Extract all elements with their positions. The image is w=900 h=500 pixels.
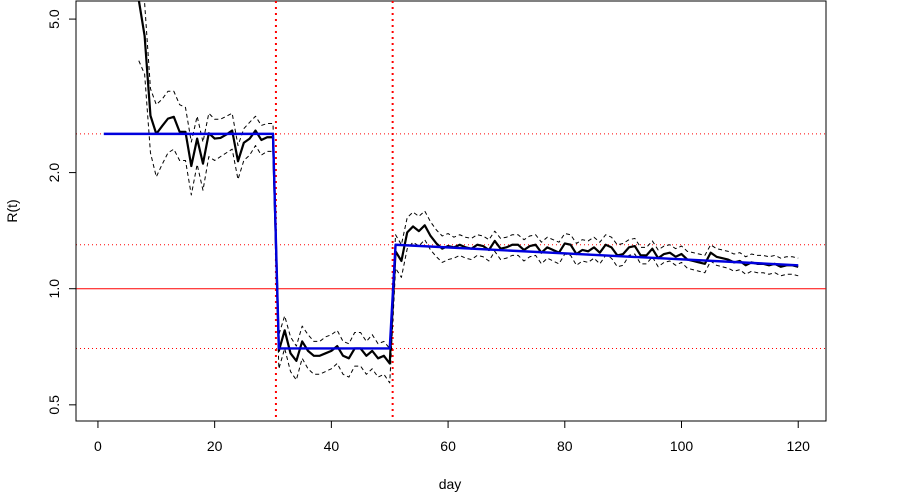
plot-box xyxy=(75,0,827,422)
y-axis-label: R(t) xyxy=(4,199,20,222)
x-tick-label: 0 xyxy=(94,438,102,454)
y-tick-label: 1.0 xyxy=(46,279,62,299)
x-tick-label: 60 xyxy=(440,438,456,454)
y-tick-label: 5.0 xyxy=(46,9,62,29)
series-line xyxy=(103,132,799,350)
series-line xyxy=(144,3,799,349)
series-line xyxy=(138,60,799,384)
x-tick-label: 40 xyxy=(324,438,340,454)
x-tick-label: 80 xyxy=(557,438,573,454)
x-tick-label: 100 xyxy=(670,438,694,454)
x-tick-label: 20 xyxy=(207,438,223,454)
x-tick-label: 120 xyxy=(787,438,811,454)
y-tick-label: 0.5 xyxy=(46,395,62,415)
series-line xyxy=(137,1,799,365)
x-axis-label: day xyxy=(439,476,462,492)
plot-area xyxy=(76,1,826,421)
y-tick-label: 2.0 xyxy=(46,163,62,183)
